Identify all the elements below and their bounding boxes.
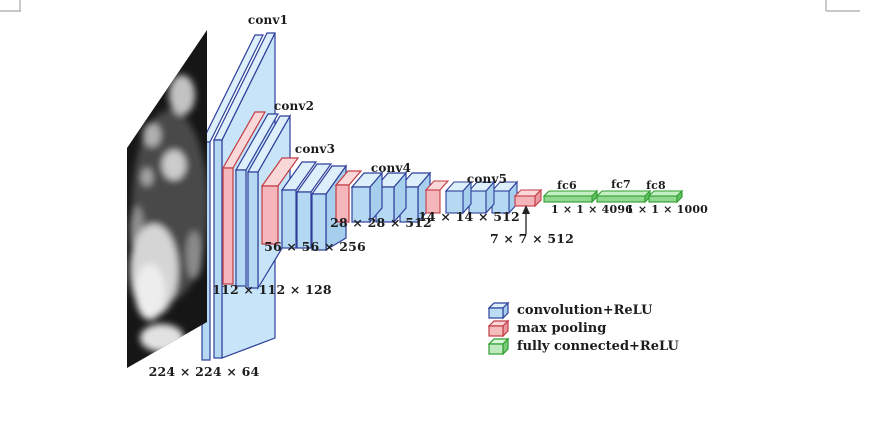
fc8-label: fc8 [646, 179, 666, 192]
pool4-slab-front [425, 189, 441, 214]
conv5-dims-label: 14 × 14 × 512 [418, 209, 520, 224]
pool1-slab-front [222, 167, 234, 285]
pool5-dims-label: 7 × 7 × 512 [489, 231, 575, 246]
legend-pool-cube [487, 319, 510, 338]
conv1-dims-label: 224 × 224 × 64 [148, 364, 260, 379]
legend-fc-cube [487, 337, 510, 356]
legend-item-convolution: convolution+ReLU [517, 303, 653, 318]
pool5-box [513, 188, 543, 208]
fc6-dims-label: 1 × 1 × 4096 [550, 203, 634, 216]
fc8-dims-label: 1 × 1 × 1000 [625, 203, 709, 216]
conv5-label: conv5 [466, 172, 508, 186]
frame-corner-top-left [0, 0, 21, 12]
input-image [127, 30, 207, 368]
pool5-arrow [522, 205, 530, 234]
legend-item-max-pooling: max pooling [517, 321, 607, 336]
conv2-slab2-front [247, 171, 259, 289]
conv3-label: conv3 [294, 142, 336, 156]
legend-item-fully-connected: fully connected+ReLU [517, 339, 679, 354]
fc7-label: fc7 [611, 178, 631, 191]
frame-corner-top-right [825, 0, 860, 12]
conv2-slab1-front [235, 169, 247, 287]
conv4-dims-label: 28 × 28 × 512 [330, 215, 432, 230]
conv3-dims-label: 56 × 56 × 256 [264, 239, 366, 254]
conv5-layer-group [424, 180, 519, 215]
conv1-label: conv1 [247, 13, 289, 27]
conv4-box1-front [351, 186, 371, 223]
fc8-bar [647, 189, 684, 204]
conv2-dims-label: 112 × 112 × 128 [212, 282, 332, 297]
legend-conv-cube [487, 301, 510, 320]
conv5-box1-front [445, 190, 464, 214]
conv3-slab1-front [281, 189, 297, 249]
conv2-label: conv2 [273, 99, 315, 113]
fc6-label: fc6 [557, 179, 577, 192]
pool2-slab-front [261, 185, 279, 245]
conv4-label: conv4 [370, 161, 412, 175]
fc7-bar [595, 189, 652, 204]
conv3-layer-group [260, 157, 348, 252]
conv1-slab2-front [213, 139, 223, 359]
pool5-box-front [514, 195, 536, 207]
conv3-slab2-front [296, 191, 312, 249]
conv4-layer-group [334, 170, 432, 224]
fc-bars [542, 189, 684, 204]
fc6-bar [542, 189, 599, 204]
pool3-slab-front [335, 184, 350, 223]
conv3-slab3-front [311, 193, 327, 251]
